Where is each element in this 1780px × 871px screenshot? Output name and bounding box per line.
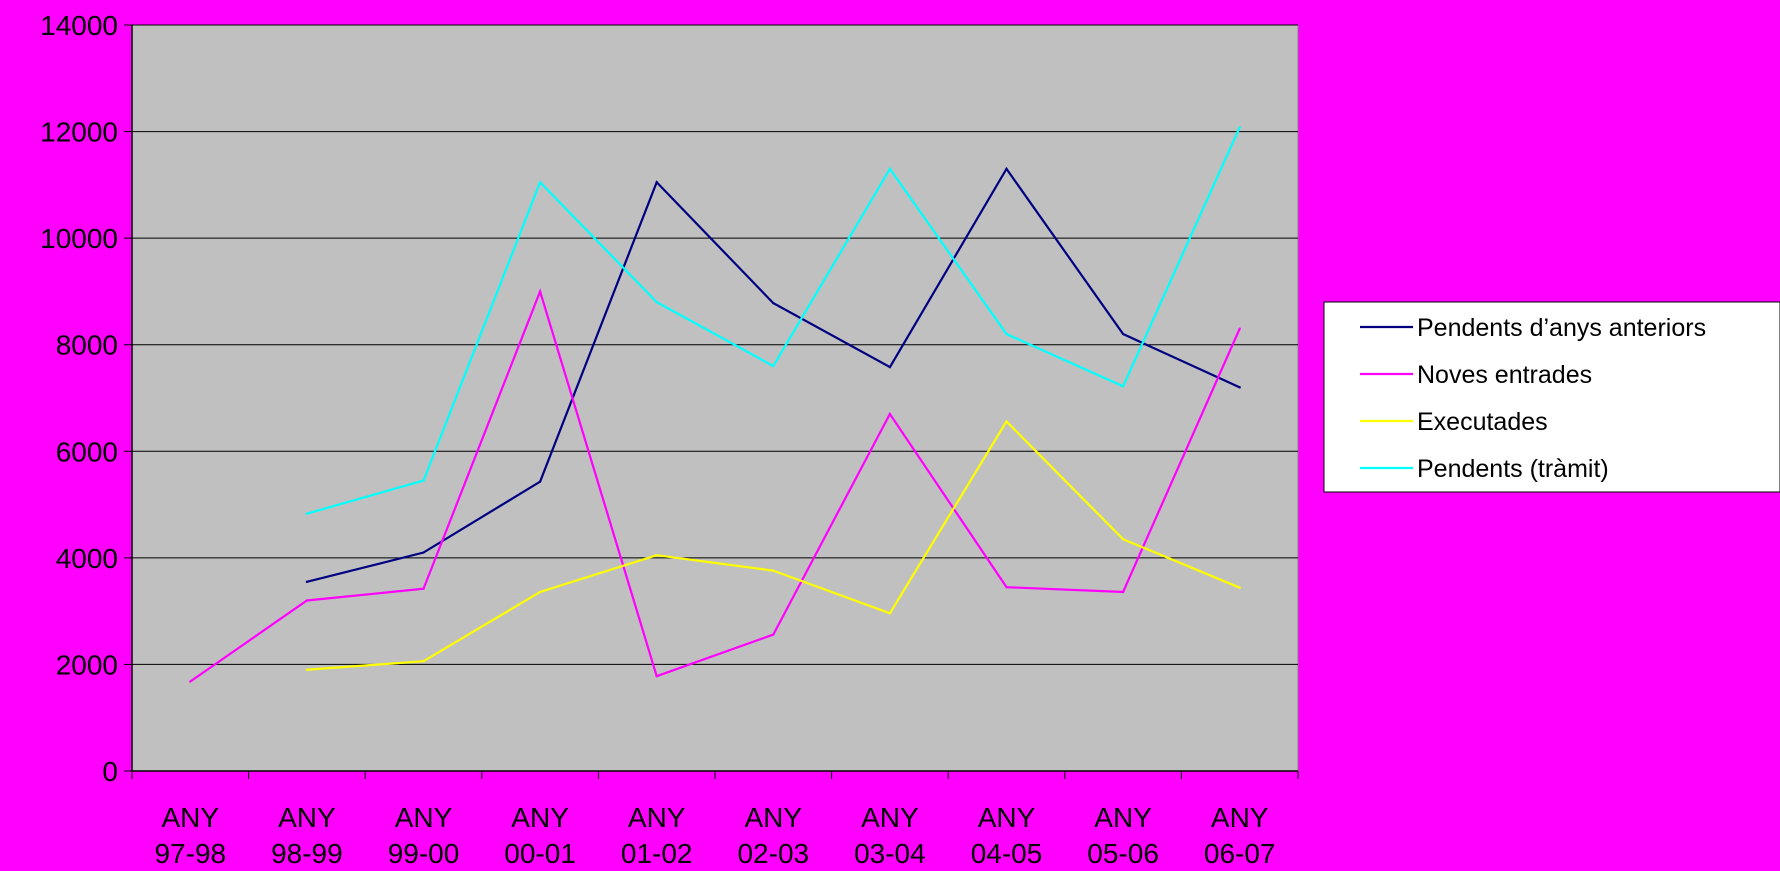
x-tick-label: 00-01 (504, 838, 576, 869)
x-tick-label: 04-05 (971, 838, 1043, 869)
y-tick-label: 4000 (56, 543, 118, 574)
x-tick-label: 99-00 (388, 838, 460, 869)
data-point (888, 365, 892, 369)
data-point (1238, 126, 1241, 129)
x-tick-label: ANY (162, 802, 220, 833)
data-point (422, 551, 425, 554)
data-point (305, 599, 309, 602)
data-point (305, 668, 309, 671)
legend-label: Pendents (tràmit) (1417, 455, 1609, 483)
data-point (538, 180, 542, 184)
data-point (1005, 167, 1008, 171)
x-tick-label: ANY (1211, 802, 1269, 833)
y-axis-tick-labels: 0 2000 4000 6000 8000 10000 12000 14000 (40, 10, 132, 787)
x-tick-label: ANY (278, 802, 336, 833)
legend-label: Noves entrades (1417, 361, 1592, 389)
x-tick-label: 06-07 (1204, 838, 1276, 869)
x-tick-label: ANY (395, 802, 453, 833)
x-tick-label: 98-99 (271, 838, 343, 869)
y-tick-label: 8000 (56, 330, 118, 361)
x-tick-label: 05-06 (1087, 838, 1159, 869)
data-point (189, 680, 192, 683)
x-tick-label: 02-03 (737, 838, 809, 869)
data-point (772, 301, 775, 305)
legend: Pendents d’anys anteriors Noves entrades E… (1323, 301, 1780, 493)
x-tick-label: ANY (745, 802, 803, 833)
data-point (655, 674, 658, 678)
data-point (1121, 590, 1125, 594)
data-point (538, 290, 542, 293)
data-point (305, 512, 309, 515)
data-point (655, 180, 658, 184)
y-tick-label: 2000 (56, 649, 118, 680)
data-point (538, 480, 542, 483)
data-point (772, 633, 775, 636)
legend-label: Pendents d’anys anteriors (1417, 314, 1706, 342)
y-tick-label: 6000 (56, 436, 118, 467)
plot-area (131, 24, 1299, 772)
data-point (1005, 420, 1008, 423)
series-line-1 (189, 288, 1241, 683)
data-point (655, 300, 658, 304)
y-tick-label: 10000 (40, 223, 118, 254)
y-tick-label: 12000 (40, 117, 118, 148)
x-tick-label: ANY (1094, 802, 1152, 833)
x-tick-label: ANY (861, 802, 919, 833)
data-point (1238, 586, 1241, 589)
x-axis-tick-labels: ANY 97-98 ANY 98-99 ANY 99-00 ANY 00-01 ANY 01-02… (131, 771, 1299, 869)
x-tick-label: 03-04 (854, 838, 926, 869)
legend-label: Executades (1417, 408, 1548, 436)
data-point (422, 479, 425, 482)
data-point (888, 612, 892, 615)
x-tick-label: 01-02 (621, 838, 693, 869)
data-point (1121, 538, 1125, 541)
data-point (1005, 585, 1008, 589)
data-point (772, 364, 775, 368)
series-lines (189, 126, 1241, 683)
data-point (1238, 386, 1241, 389)
data-point (422, 587, 425, 590)
data-point (305, 580, 309, 584)
y-tick-label: 0 (102, 756, 118, 787)
x-tick-label: ANY (628, 802, 686, 833)
x-tick-label: ANY (978, 802, 1036, 833)
data-point (1121, 385, 1125, 388)
y-tick-label: 14000 (40, 10, 118, 41)
x-tick-label: 97-98 (154, 838, 226, 869)
data-point (538, 590, 542, 594)
data-point (772, 569, 775, 572)
x-tick-label: ANY (511, 802, 569, 833)
gridlines (132, 24, 1298, 665)
data-point (888, 167, 892, 171)
data-point (888, 412, 892, 416)
data-point (1121, 332, 1125, 336)
legend-box (1323, 301, 1780, 493)
data-point (655, 553, 658, 557)
data-point (422, 660, 425, 663)
data-point (1005, 332, 1008, 336)
data-point (1238, 327, 1241, 330)
